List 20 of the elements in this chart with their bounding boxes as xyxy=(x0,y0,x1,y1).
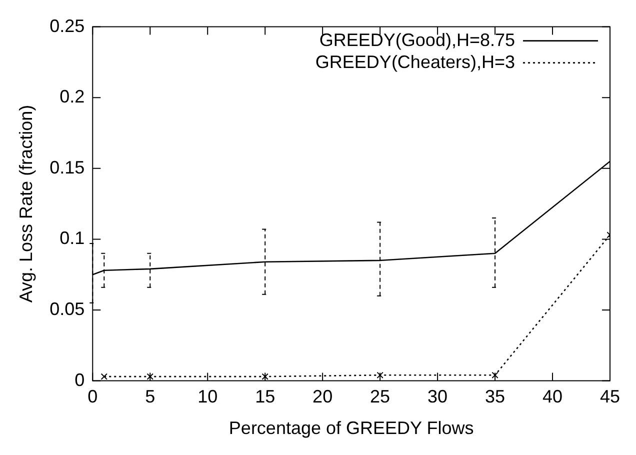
x-tick-label: 10 xyxy=(198,386,218,407)
y-tick-label: 0.25 xyxy=(50,16,85,36)
legend-label: GREEDY(Good),H=8.75 xyxy=(319,30,515,50)
x-tick-label: 25 xyxy=(370,386,390,407)
x-tick-label: 20 xyxy=(312,386,333,407)
x-tick-label: 0 xyxy=(88,386,98,407)
y-tick-label: 0.2 xyxy=(60,86,85,107)
x-tick-label: 5 xyxy=(145,386,156,407)
y-tick-label: 0.05 xyxy=(50,298,85,319)
y-tick-label: 0.15 xyxy=(50,157,85,178)
y-tick-label: 0 xyxy=(74,370,85,390)
x-tick-label: 15 xyxy=(255,386,276,407)
x-tick-label: 30 xyxy=(428,386,448,407)
y-axis-title: Avg. Loss Rate (fraction) xyxy=(16,104,36,303)
x-tick-label: 45 xyxy=(600,386,620,407)
legend-label: GREEDY(Cheaters),H=3 xyxy=(315,52,515,72)
y-tick-label: 0.1 xyxy=(60,228,85,248)
x-tick-label: 40 xyxy=(542,386,563,407)
x-tick-label: 35 xyxy=(485,386,506,407)
x-axis-title: Percentage of GREEDY Flows xyxy=(228,418,474,438)
